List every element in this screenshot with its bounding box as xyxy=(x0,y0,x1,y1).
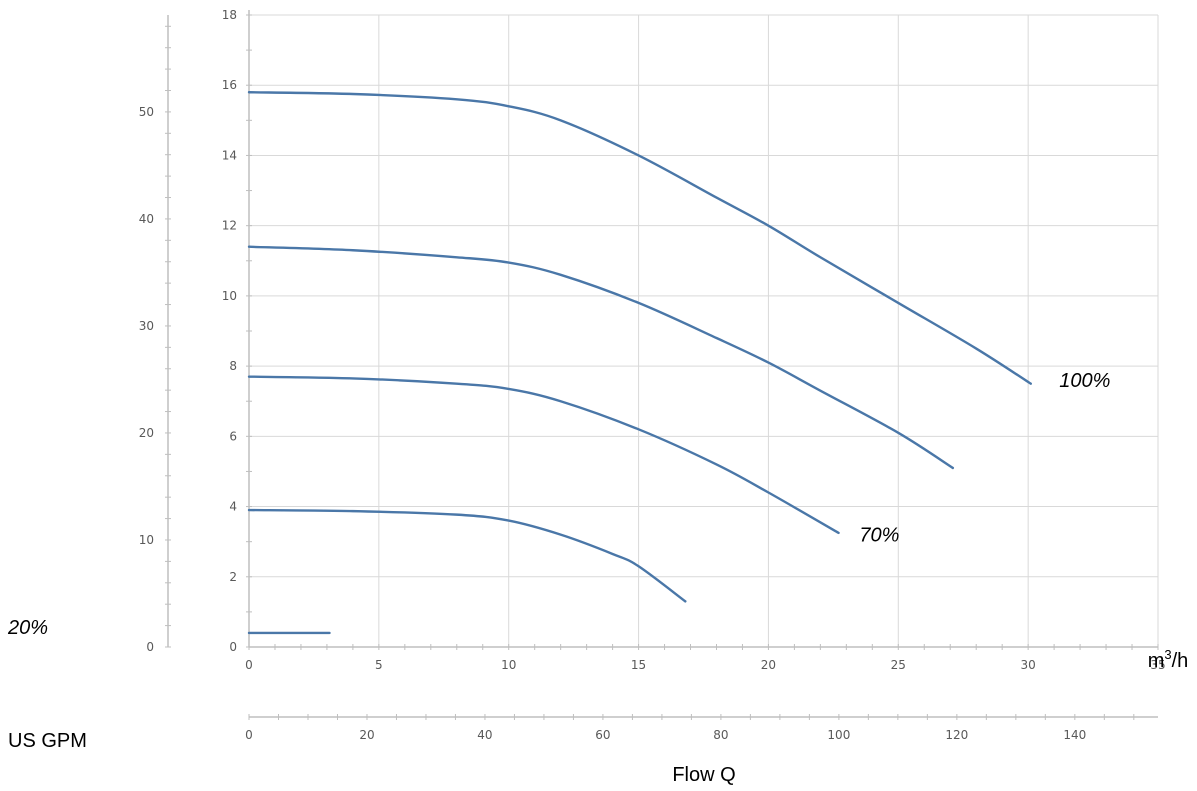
y2-tick-label: 10 xyxy=(139,533,154,547)
y-tick-label: 12 xyxy=(222,219,237,233)
x-tick-label: 25 xyxy=(891,658,906,672)
y2-tick-label: 30 xyxy=(139,319,154,333)
x2-tick-label: 100 xyxy=(827,728,850,742)
y2-tick-label: 0 xyxy=(146,640,154,654)
x-tick-label: 30 xyxy=(1021,658,1036,672)
x2-tick-label: 60 xyxy=(595,728,610,742)
y-tick-label: 6 xyxy=(229,429,237,443)
series-label-2: 70% xyxy=(859,525,899,547)
axes xyxy=(165,10,1159,720)
y2-tick-label: 50 xyxy=(139,105,154,119)
y-tick-label: 4 xyxy=(229,500,237,514)
series-label-0: 100% xyxy=(1059,370,1110,392)
y-axis-tick-labels: 0 2 4 6 8 10 12 14 16 18 xyxy=(222,8,237,654)
y2-tick-label: 40 xyxy=(139,212,154,226)
y-tick-label: 14 xyxy=(222,148,237,162)
x-axis-title: Flow Q xyxy=(672,764,735,786)
x2-axis-tick-labels: 0 20 40 60 80 100 120 140 xyxy=(245,728,1086,742)
series-label-20: 20% xyxy=(7,617,48,639)
y2-tick-label: 20 xyxy=(139,426,154,440)
x2-axis-title: US GPM xyxy=(8,730,87,752)
x-tick-label: 0 xyxy=(245,658,253,672)
series-line-0 xyxy=(247,91,1032,385)
x-tick-label: 10 xyxy=(501,658,516,672)
series-line-3 xyxy=(247,508,687,603)
x2-tick-label: 20 xyxy=(359,728,374,742)
x-tick-label: 35 xyxy=(1150,658,1165,672)
series-line-1 xyxy=(247,245,955,470)
y-tick-label: 16 xyxy=(222,78,237,92)
grid-lines xyxy=(249,14,1159,647)
x2-tick-label: 120 xyxy=(945,728,968,742)
x2-tick-label: 40 xyxy=(477,728,492,742)
x2-tick-label: 80 xyxy=(713,728,728,742)
x-tick-label: 5 xyxy=(375,658,383,672)
y-tick-label: 2 xyxy=(229,570,237,584)
series-curves xyxy=(247,91,1032,635)
x2-tick-label: 140 xyxy=(1063,728,1086,742)
x-tick-label: 20 xyxy=(761,658,776,672)
y-tick-label: 18 xyxy=(222,8,237,22)
y-tick-label: 0 xyxy=(229,640,237,654)
y-tick-label: 8 xyxy=(229,359,237,373)
series-line-2 xyxy=(247,375,840,535)
y2-axis-tick-labels: 0 10 20 30 40 50 xyxy=(139,105,154,654)
x2-tick-label: 0 xyxy=(245,728,253,742)
series-labels: 100% 70% xyxy=(859,370,1110,546)
y-tick-label: 10 xyxy=(222,289,237,303)
x-axis-unit-label: m3/h xyxy=(1148,647,1189,672)
x-tick-label: 15 xyxy=(631,658,646,672)
x-axis-tick-labels: 0 5 10 15 20 25 30 35 xyxy=(245,658,1165,672)
